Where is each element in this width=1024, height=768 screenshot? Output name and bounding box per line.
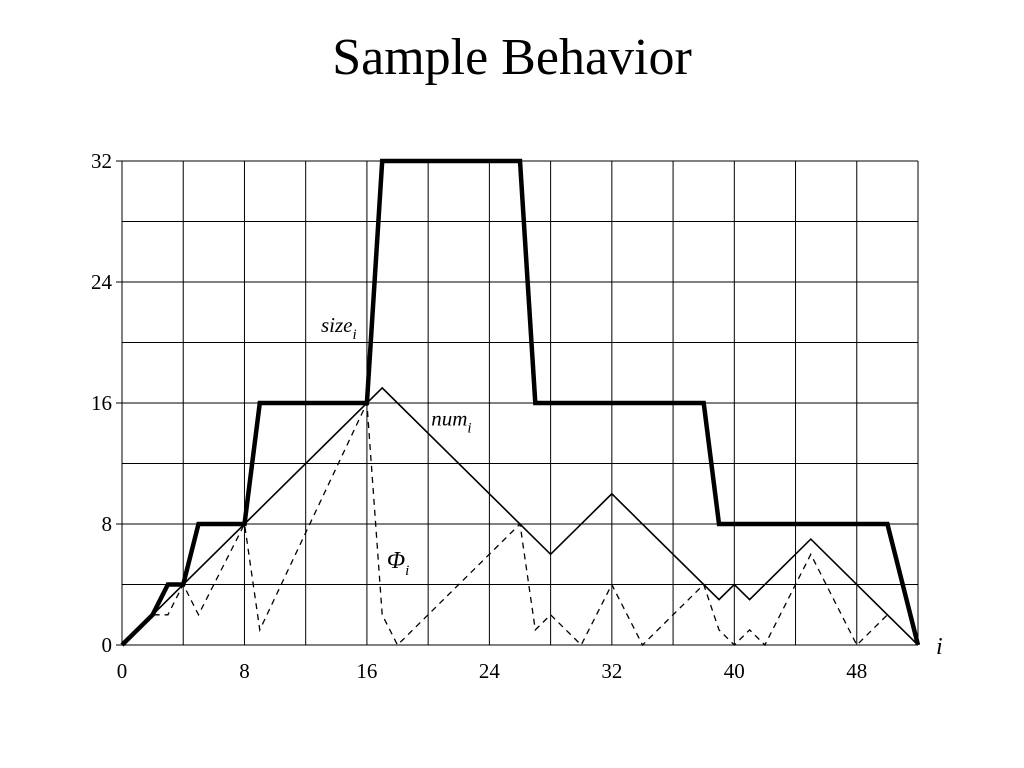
x-tick-label: 0 xyxy=(117,659,128,683)
y-tick-label: 16 xyxy=(91,391,112,415)
x-tick-label: 40 xyxy=(724,659,745,683)
annotation-num: numi xyxy=(431,407,471,437)
x-tick-label: 48 xyxy=(846,659,867,683)
annotations: sizei numi Φi xyxy=(321,313,472,579)
slide-title: Sample Behavior xyxy=(332,29,692,86)
y-tick-label: 24 xyxy=(91,270,113,294)
series-line-phi xyxy=(121,400,919,647)
x-tick-label: 32 xyxy=(601,659,622,683)
y-tick-label: 0 xyxy=(102,633,113,657)
x-axis-label: i xyxy=(936,634,943,660)
x-tick-label: 8 xyxy=(239,659,250,683)
x-tick-label: 24 xyxy=(479,659,501,683)
series-line-num xyxy=(121,386,919,646)
annotation-size: sizei xyxy=(321,313,357,343)
grid xyxy=(116,160,919,646)
y-tick-label: 8 xyxy=(102,512,113,536)
annotation-phi: Φi xyxy=(387,548,409,579)
tick-labels: 0 8 16 24 32 40 48 0 8 16 24 32 i xyxy=(91,149,943,683)
x-tick-label: 16 xyxy=(356,659,377,683)
y-tick-label: 32 xyxy=(91,149,112,173)
series-layer xyxy=(120,158,921,647)
